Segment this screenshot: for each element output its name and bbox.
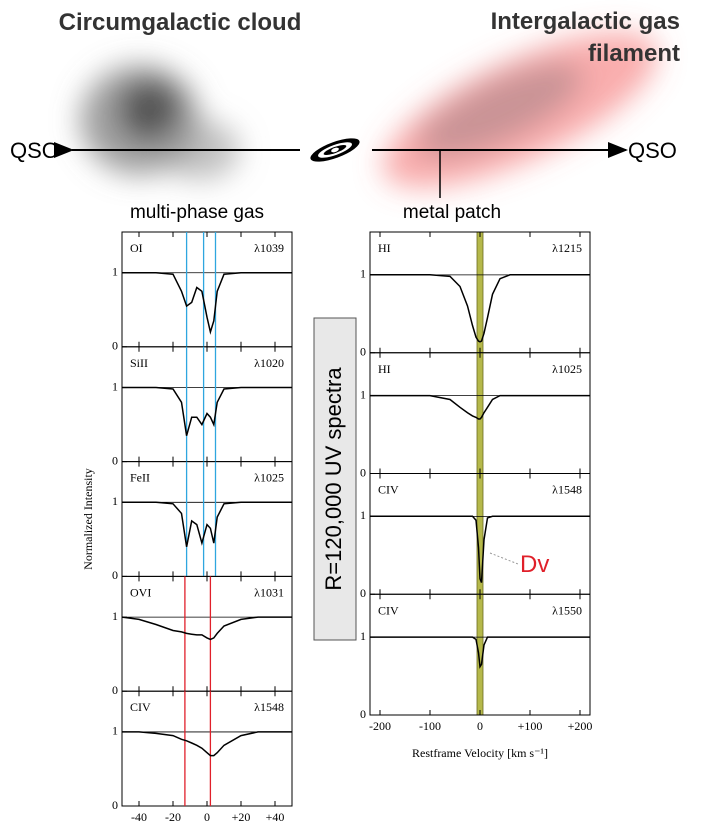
wavelength-label: λ1031 [254, 585, 284, 599]
ion-label: CIV [378, 483, 399, 497]
y-tick-label: 0 [112, 453, 118, 467]
y-tick-label: 1 [360, 508, 366, 522]
label-left: multi-phase gas [130, 202, 264, 223]
spectrum [370, 274, 590, 343]
ion-label: HI [378, 362, 391, 376]
spectrum [122, 386, 292, 436]
ion-label: SiII [130, 356, 148, 370]
wavelength-label: λ1548 [552, 483, 582, 497]
title-left: Circumgalactic cloud [59, 9, 302, 36]
wavelength-label: λ1020 [254, 356, 284, 370]
x-tick-label: -40 [131, 810, 147, 824]
spectrum [122, 731, 292, 757]
spectrum [370, 394, 590, 420]
x-tick-label: -200 [369, 719, 391, 733]
y-tick-label: 1 [360, 387, 366, 401]
x-axis-label: Restframe Velocity [km s⁻¹] [412, 746, 548, 760]
wavelength-label: λ1550 [552, 603, 582, 617]
qso-right: QSO [628, 138, 677, 163]
wavelength-label: λ1215 [552, 241, 582, 255]
spectrum [122, 271, 292, 335]
x-tick-label: +100 [518, 719, 543, 733]
x-tick-label: 0 [477, 719, 483, 733]
ion-label: CIV [378, 603, 399, 617]
ion-label: HI [378, 241, 391, 255]
spectrum [370, 636, 590, 669]
y-tick-label: 0 [360, 345, 366, 359]
spectrum [121, 616, 292, 641]
label-right: metal patch [403, 202, 501, 223]
filament-image [382, 32, 658, 188]
title-right-box: Intergalactic gas filament [490, 8, 680, 67]
x-tick-label: +20 [232, 810, 251, 824]
y-tick-label: 1 [112, 724, 118, 738]
title-right: Intergalactic gas filament [490, 8, 680, 67]
y-tick-label: 1 [112, 379, 118, 393]
ion-label: FeII [130, 471, 150, 485]
x-tick-label: -20 [165, 810, 181, 824]
y-tick-label: 1 [112, 494, 118, 508]
x-tick-label: +200 [568, 719, 593, 733]
ion-label: OVI [130, 585, 151, 599]
y-tick-label: 1 [360, 629, 366, 643]
ion-label: OI [130, 241, 143, 255]
dv-label: Dv [520, 551, 549, 578]
spectrum [370, 515, 590, 583]
dv-pointer [489, 552, 519, 565]
resolution-label: R=120,000 UV spectra [321, 367, 346, 591]
ion-label: CIV [130, 700, 151, 714]
wavelength-label: λ1025 [254, 471, 284, 485]
x-tick-label: 0 [204, 810, 210, 824]
y-axis-label: Normalized Intensity [81, 468, 95, 570]
x-tick-label: -100 [419, 719, 441, 733]
velocity-band [476, 352, 484, 474]
y-tick-label: 0 [112, 568, 118, 582]
wavelength-label: λ1039 [254, 241, 284, 255]
y-tick-label: 0 [360, 586, 366, 600]
x-tick-label: +40 [266, 810, 285, 824]
y-tick-label: 0 [112, 339, 118, 353]
resolution-box [313, 317, 357, 641]
y-tick-label: 1 [360, 267, 366, 281]
y-tick-label: 1 [112, 609, 118, 623]
y-tick-label: 1 [112, 264, 118, 278]
cloud-image [80, 65, 240, 180]
wavelength-label: λ1025 [552, 362, 582, 376]
y-tick-label: 0 [360, 465, 366, 479]
y-tick-label: 0 [360, 707, 366, 721]
qso-left: QSO [10, 138, 59, 163]
wavelength-label: λ1548 [254, 700, 284, 714]
spectrum [122, 501, 292, 547]
y-tick-label: 0 [112, 798, 118, 812]
galaxy-icon [310, 138, 360, 162]
velocity-band [476, 231, 484, 354]
y-tick-label: 0 [112, 683, 118, 697]
